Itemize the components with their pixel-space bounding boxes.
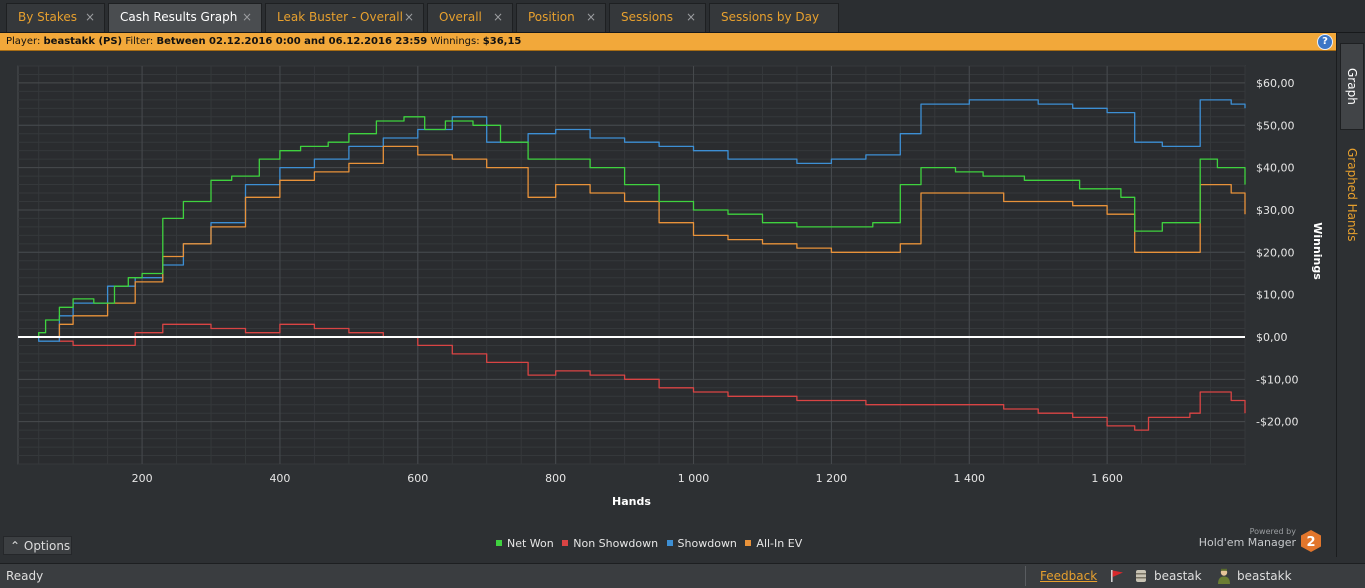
- tab-label: Leak Buster - Overall: [277, 10, 403, 24]
- x-tick-label: 400: [269, 472, 290, 485]
- y-tick-label: -$20,00: [1256, 416, 1298, 429]
- help-icon[interactable]: ?: [1317, 34, 1333, 50]
- database-name: beastak: [1154, 569, 1202, 583]
- y-axis-label: Winnings: [1311, 222, 1324, 280]
- legend-item-showdown[interactable]: Showdown: [666, 537, 737, 550]
- tab-label: Sessions by Day: [721, 10, 820, 24]
- close-icon[interactable]: ×: [84, 10, 95, 24]
- status-bar: Ready Feedback beastak beastakk (PokerSt…: [0, 563, 1365, 588]
- close-icon[interactable]: ×: [585, 10, 596, 24]
- x-tick-label: 600: [407, 472, 428, 485]
- tab-sessions-by-day[interactable]: Sessions by Day: [709, 3, 839, 32]
- tab-label: Sessions: [621, 10, 674, 24]
- side-tab-graph[interactable]: Graph: [1340, 43, 1364, 130]
- legend-swatch: [496, 540, 502, 546]
- side-panel: Graph Graphed Hands: [1336, 33, 1365, 557]
- y-tick-label: $10,00: [1256, 289, 1295, 302]
- chart-legend: Net Won Non Showdown Showdown All-In EV: [496, 537, 807, 551]
- options-button[interactable]: ⌃ Options: [3, 536, 72, 555]
- feedback-link[interactable]: Feedback: [1040, 569, 1098, 583]
- status-text: Ready: [6, 569, 44, 583]
- tab-label: Cash Results Graph: [120, 10, 238, 24]
- side-tab-graphed-hands[interactable]: Graphed Hands: [1340, 133, 1364, 257]
- y-tick-label: -$10,00: [1256, 373, 1298, 386]
- filter-bar: Player: beastakk (PS) Filter: Between 02…: [0, 33, 1336, 51]
- player-icon[interactable]: [1216, 568, 1232, 584]
- legend-label: Showdown: [677, 537, 737, 550]
- tab-bar: By Stakes × Cash Results Graph × Leak Bust…: [0, 0, 1365, 33]
- product-name: Hold'em Manager: [1198, 536, 1296, 549]
- tab-leak-buster-overall[interactable]: Leak Buster - Overall ×: [265, 3, 424, 32]
- series-line-showdown: [18, 99, 1246, 342]
- legend-item-all-in-ev[interactable]: All-In EV: [745, 537, 802, 550]
- close-icon[interactable]: ×: [685, 10, 696, 24]
- tab-sessions[interactable]: Sessions ×: [609, 3, 706, 32]
- y-tick-label: $20,00: [1256, 246, 1295, 259]
- player-value: beastakk (PS): [43, 36, 123, 47]
- side-tab-graphed-hands-label: Graphed Hands: [1345, 148, 1359, 242]
- logo-text: 2: [1306, 535, 1315, 550]
- close-icon[interactable]: ×: [492, 10, 503, 24]
- legend-label: All-In EV: [756, 537, 803, 550]
- legend-swatch: [745, 540, 752, 546]
- results-chart[interactable]: $60,00 $50,00 $40,00 $30,00 $20,00 $10,00 $0,0…: [0, 51, 1336, 557]
- winnings-label: Winnings:: [430, 36, 480, 47]
- x-tick-label: 800: [545, 472, 566, 485]
- x-tick-label: 1 000: [678, 472, 710, 485]
- filter-value: Between 02.12.2016 0:00 and 06.12.2016 2…: [156, 36, 428, 47]
- close-icon[interactable]: ×: [403, 10, 414, 24]
- x-tick-label: 1 400: [954, 472, 986, 485]
- tab-label: By Stakes: [18, 10, 77, 24]
- tab-label: Overall: [439, 10, 482, 24]
- powered-by: Powered by Hold'em Manager: [1198, 527, 1298, 551]
- tab-cash-results-graph[interactable]: Cash Results Graph ×: [108, 3, 262, 32]
- legend-item-non-showdown[interactable]: Non Showdown: [562, 537, 658, 550]
- tab-label: Position: [528, 10, 575, 24]
- series-line-non-showdown: [18, 323, 1246, 431]
- y-tick-label: $60,00: [1256, 77, 1295, 90]
- x-tick-label: 1 200: [816, 472, 848, 485]
- powered-by-line: Powered by: [1249, 527, 1296, 536]
- tab-overall[interactable]: Overall ×: [427, 3, 513, 32]
- legend-label: Net Won: [507, 537, 554, 550]
- y-tick-label: $50,00: [1256, 119, 1295, 132]
- tab-by-stakes[interactable]: By Stakes ×: [6, 3, 105, 32]
- plot-background: [17, 65, 1246, 465]
- tab-position[interactable]: Position ×: [516, 3, 606, 32]
- y-tick-label: $0,00: [1256, 331, 1288, 344]
- filter-label: Filter:: [125, 36, 154, 47]
- flag-icon[interactable]: [1110, 570, 1124, 582]
- series-line-all-in-ev: [18, 145, 1246, 338]
- legend-label: Non Showdown: [573, 537, 659, 550]
- player-label: Player:: [6, 36, 41, 47]
- x-tick-label: 1 600: [1091, 472, 1123, 485]
- legend-swatch: [666, 540, 673, 546]
- x-axis-label: Hands: [612, 495, 651, 508]
- series-line-net-won: [18, 116, 1246, 338]
- y-tick-label: $30,00: [1256, 204, 1295, 217]
- legend-item-net-won[interactable]: Net Won: [496, 537, 554, 550]
- holdem-manager-logo-icon: 2: [1301, 530, 1321, 552]
- database-icon[interactable]: [1134, 569, 1148, 583]
- chart-area: $60,00 $50,00 $40,00 $30,00 $20,00 $10,00 $0,0…: [0, 51, 1336, 557]
- legend-swatch: [562, 540, 569, 546]
- winnings-value: $36,15: [482, 36, 522, 47]
- y-tick-label: $40,00: [1256, 162, 1295, 175]
- x-tick-label: 200: [132, 472, 153, 485]
- player-name: beastakk (PokerStars): [1237, 569, 1292, 583]
- status-divider: [1025, 566, 1026, 586]
- side-tab-graph-label: Graph: [1345, 68, 1359, 105]
- close-icon[interactable]: ×: [241, 10, 252, 24]
